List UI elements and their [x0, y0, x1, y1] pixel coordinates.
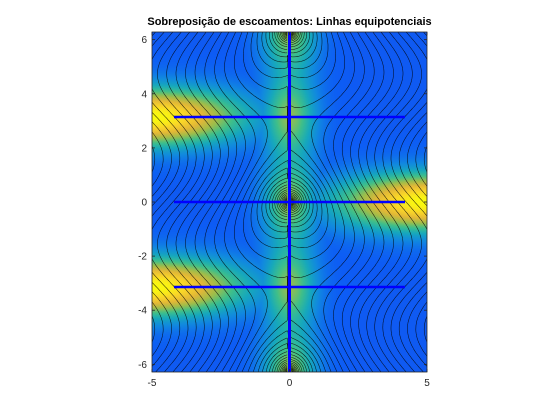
y-axis: -6 -4 -2 0 2 4 6 [138, 35, 427, 371]
contour-line [234, 32, 318, 372]
contour-line [280, 32, 413, 372]
y-tick-label: -2 [138, 252, 147, 263]
x-tick-label: 0 [287, 378, 293, 389]
y-tick-label: -6 [138, 360, 147, 371]
contour-line [243, 32, 323, 372]
plot-area [152, 32, 427, 372]
contour-line [281, 32, 422, 372]
equipotential-contours [152, 32, 427, 372]
contour-line [284, 32, 427, 372]
contour-line [265, 32, 355, 372]
y-tick-label: 6 [141, 35, 147, 46]
contour-line [152, 32, 296, 372]
contour-line [194, 32, 305, 372]
contour-line [214, 32, 310, 372]
contour-line [285, 32, 427, 372]
contour-line [271, 32, 375, 372]
chart-title: Sobreposição de escoamentos: Linhas equi… [147, 16, 431, 28]
y-tick-label: 4 [141, 89, 147, 100]
x-tick-label: -5 [148, 378, 157, 389]
contour-line [282, 32, 427, 372]
x-axis: -5 0 5 [148, 32, 430, 389]
contour-line [276, 32, 394, 372]
contour-line [204, 32, 308, 372]
contour-line [283, 32, 427, 372]
y-tick-label: 0 [141, 198, 147, 209]
contour-line [152, 32, 297, 372]
x-tick-label: 5 [424, 378, 430, 389]
branch-cut-lines [174, 32, 405, 372]
contour-line [278, 32, 404, 372]
contour-line [285, 32, 427, 372]
y-tick-label: 2 [141, 143, 147, 154]
contour-line [152, 32, 294, 372]
contour-line [274, 32, 385, 372]
contour-line [175, 32, 301, 372]
contour-line [185, 32, 303, 372]
contour-line [152, 32, 294, 372]
contour-line [269, 32, 365, 372]
y-tick-label: -4 [138, 306, 147, 317]
